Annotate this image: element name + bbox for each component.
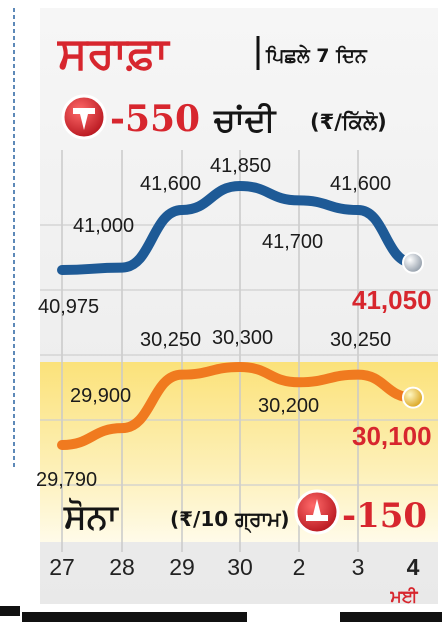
x-tick-label: 3 <box>352 554 365 580</box>
silver-value-label: 41,700 <box>262 231 323 253</box>
silver-value-label: 41,050 <box>352 285 432 315</box>
gold-value-label: 29,900 <box>70 385 131 407</box>
gold-data-labels: 29,790 29,900 30,250 30,300 30,200 30,250 30,1… <box>36 327 432 491</box>
silver-value-label: 41,600 <box>140 173 201 195</box>
up-arrow-shape <box>306 499 328 521</box>
silver-value-label: 40,975 <box>38 296 99 318</box>
x-tick-label: 27 <box>49 554 75 580</box>
grid-lines <box>40 150 438 552</box>
gold-value-label: 30,250 <box>330 329 391 351</box>
silver-label: ਚਾਂਦੀ <box>213 101 277 139</box>
gold-value-label: 30,100 <box>352 421 432 451</box>
gold-unit: (₹/10 ਗ੍ਰਾਮ) <box>170 507 290 534</box>
gold-change: -150 <box>342 496 427 536</box>
down-arrow-shape <box>73 108 95 130</box>
x-tick-label: 29 <box>169 554 195 580</box>
month-label: ਮਈ <box>390 587 419 607</box>
gold-value-label: 30,300 <box>212 327 273 349</box>
gold-end-marker <box>402 386 424 409</box>
silver-change: -550 <box>110 98 200 140</box>
x-tick-label: 2 <box>293 554 306 580</box>
silver-data-labels: 40,975 41,000 41,600 41,850 41,700 41,600 41,0… <box>38 155 432 318</box>
silver-value-label: 41,600 <box>330 173 391 195</box>
bottom-bar-right <box>340 612 442 622</box>
x-tick-label: 30 <box>227 554 253 580</box>
x-tick-label: 4 <box>407 554 420 580</box>
silver-end-marker <box>402 251 424 274</box>
gold-change-badge: -150 <box>294 489 427 536</box>
silver-change-badge: -550 <box>61 94 200 140</box>
gold-series-line <box>57 362 418 450</box>
header-subtitle: ਪਿਛਲੇ 7 ਦਿਨ <box>265 44 368 67</box>
gold-label: ਸੋਨਾ <box>63 497 120 537</box>
bottom-bar-left <box>22 612 247 622</box>
header-title: ਸਰਾਫ਼ਾ <box>57 28 171 79</box>
gold-area-fill <box>40 362 438 542</box>
gold-value-label: 30,200 <box>258 395 319 417</box>
x-axis-ticks: 27 28 29 30 2 3 4 <box>49 554 419 580</box>
silver-unit: (₹/ਕਿੱਲੋ) <box>310 109 387 134</box>
gold-value-label: 29,790 <box>36 469 97 491</box>
gold-value-label: 30,250 <box>140 329 201 351</box>
left-page-edge <box>0 8 20 616</box>
silver-value-label: 41,850 <box>210 155 271 177</box>
silver-value-label: 41,000 <box>73 215 134 237</box>
x-tick-label: 28 <box>109 554 135 580</box>
silver-series-line <box>57 181 418 275</box>
